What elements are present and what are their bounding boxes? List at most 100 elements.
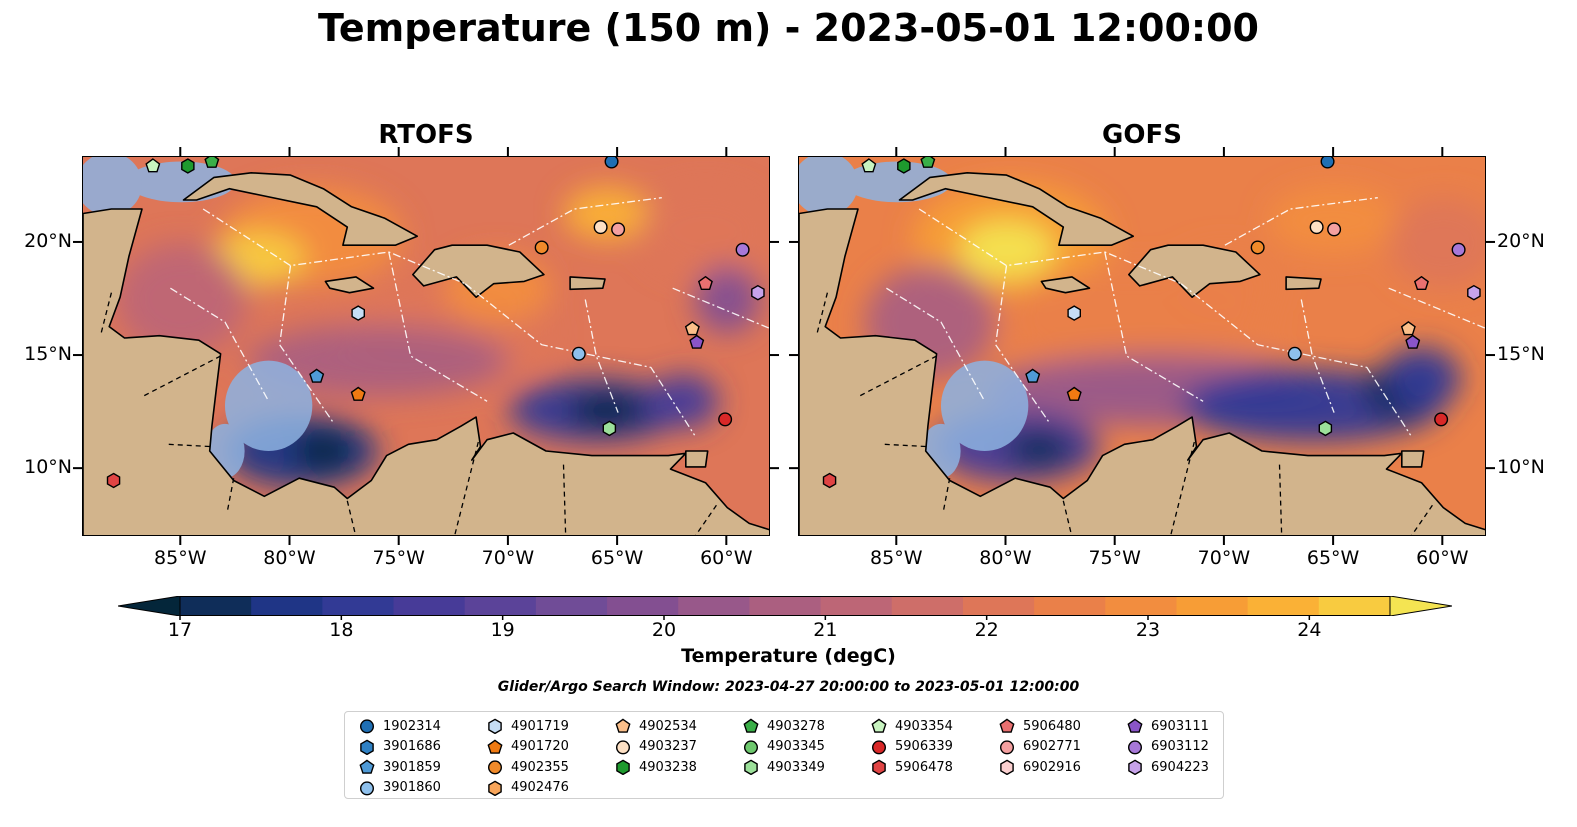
hexagon-symbol[interactable] (488, 780, 502, 796)
platform-marker[interactable] (611, 222, 626, 237)
circle-symbol[interactable] (743, 740, 759, 755)
legend-item[interactable]: 4902355 (487, 757, 569, 778)
legend-item[interactable]: 4903354 (871, 716, 953, 737)
legend-item[interactable]: 4903278 (743, 716, 825, 737)
pentagon-symbol[interactable] (871, 718, 887, 734)
platform-marker[interactable] (204, 157, 220, 168)
platform-marker[interactable] (751, 284, 765, 301)
circle-marker-icon (615, 740, 631, 755)
legend-item[interactable]: 4901720 (487, 737, 569, 758)
platform-marker[interactable] (1400, 321, 1416, 336)
legend-item[interactable]: 6903112 (1127, 737, 1209, 758)
platform-marker[interactable] (351, 305, 365, 321)
platform-marker[interactable] (897, 158, 911, 174)
national-border (1062, 500, 1073, 535)
platform-marker[interactable] (689, 334, 705, 349)
hexagon-symbol[interactable] (1128, 759, 1142, 776)
platform-marker[interactable] (718, 412, 733, 427)
platform-marker[interactable] (1287, 346, 1302, 361)
legend-item[interactable]: 6902771 (999, 737, 1081, 758)
legend-label: 5906480 (1023, 718, 1081, 734)
pentagon-symbol[interactable] (1127, 718, 1143, 734)
circle-symbol[interactable] (1127, 740, 1143, 755)
pentagon-symbol[interactable] (743, 718, 759, 734)
platform-marker[interactable] (735, 242, 750, 257)
platform-marker[interactable] (181, 158, 195, 174)
platform-marker[interactable] (1413, 275, 1429, 291)
longitude-tick-label: 60°W (1416, 547, 1469, 569)
platform-marker[interactable] (571, 346, 586, 361)
circle-symbol[interactable] (871, 740, 887, 755)
circle-symbol[interactable] (359, 781, 375, 796)
circle-symbol[interactable] (487, 760, 503, 775)
legend-item[interactable]: 6903111 (1127, 716, 1209, 737)
platform-marker[interactable] (1320, 157, 1335, 169)
platform-marker[interactable] (920, 157, 936, 168)
hexagon-symbol[interactable] (872, 759, 886, 776)
platform-marker[interactable] (861, 158, 877, 173)
circle-symbol[interactable] (999, 740, 1015, 755)
platform-marker[interactable] (1309, 220, 1324, 235)
platform-marker[interactable] (1327, 222, 1342, 237)
platform-marker[interactable] (1318, 420, 1333, 437)
legend-item[interactable]: 4901719 (487, 716, 569, 737)
circle-symbol[interactable] (359, 719, 375, 734)
circle-symbol[interactable] (615, 740, 631, 755)
legend-item[interactable]: 6904223 (1127, 757, 1209, 778)
legend-item[interactable]: 4903238 (615, 757, 697, 778)
platform-marker[interactable] (1066, 386, 1082, 401)
platform-marker[interactable] (309, 368, 325, 383)
legend-label: 4903238 (639, 759, 697, 775)
longitude-tick-label: 75°W (372, 547, 425, 569)
platform-marker[interactable] (1451, 242, 1466, 257)
pentagon-symbol[interactable] (615, 718, 631, 734)
hexagon-symbol[interactable] (744, 759, 758, 776)
legend-item[interactable]: 5906339 (871, 737, 953, 758)
platform-marker[interactable] (1067, 305, 1081, 321)
pentagon-symbol[interactable] (999, 718, 1015, 734)
legend-item[interactable]: 6902916 (999, 757, 1081, 778)
legend-label: 6902916 (1023, 759, 1081, 775)
platform-marker[interactable] (1467, 284, 1481, 301)
legend-item[interactable]: 4903349 (743, 757, 825, 778)
legend-item[interactable]: 4903237 (615, 737, 697, 758)
legend-item[interactable]: 4902476 (487, 778, 569, 799)
platform-marker[interactable] (1434, 412, 1449, 427)
map-panel-gofs[interactable] (798, 156, 1486, 536)
legend-item[interactable]: 1902314 (359, 716, 441, 737)
platform-marker[interactable] (602, 420, 617, 437)
platform-marker[interactable] (1405, 334, 1421, 349)
platform-marker[interactable] (684, 321, 700, 336)
pentagon-symbol[interactable] (359, 759, 375, 775)
platform-marker[interactable] (350, 386, 366, 401)
platform-marker[interactable] (534, 240, 549, 255)
pentagon-marker-icon (1127, 718, 1143, 734)
national-border (346, 500, 357, 535)
platform-marker[interactable] (697, 275, 713, 291)
legend-item[interactable]: 3901686 (359, 737, 441, 758)
pentagon-symbol[interactable] (487, 739, 503, 754)
platform-marker[interactable] (822, 472, 837, 489)
legend-label: 4903354 (895, 718, 953, 734)
hexagon-symbol[interactable] (616, 759, 630, 776)
legend-label: 6904223 (1151, 759, 1209, 775)
legend-item[interactable]: 5906478 (871, 757, 953, 778)
map-panel-rtofs[interactable] (82, 156, 770, 536)
platform-marker[interactable] (106, 472, 121, 489)
hexagon-symbol[interactable] (360, 739, 374, 755)
hexagon-symbol[interactable] (488, 718, 502, 735)
hexagon-symbol[interactable] (1000, 759, 1014, 776)
platform-marker[interactable] (604, 157, 619, 169)
platform-marker[interactable] (145, 158, 161, 173)
legend-item[interactable]: 4902534 (615, 716, 697, 737)
platform-marker[interactable] (1025, 368, 1041, 383)
colorbar-extend-high (1389, 596, 1452, 616)
legend-column: 4903278 4903345 4903349 (743, 716, 825, 778)
legend-item[interactable]: 3901860 (359, 778, 441, 799)
colorbar-extend-low (118, 596, 181, 616)
legend-item[interactable]: 4903345 (743, 737, 825, 758)
platform-marker[interactable] (1250, 240, 1265, 255)
platform-marker[interactable] (593, 220, 608, 235)
legend-item[interactable]: 5906480 (999, 716, 1081, 737)
legend-item[interactable]: 3901859 (359, 757, 441, 778)
